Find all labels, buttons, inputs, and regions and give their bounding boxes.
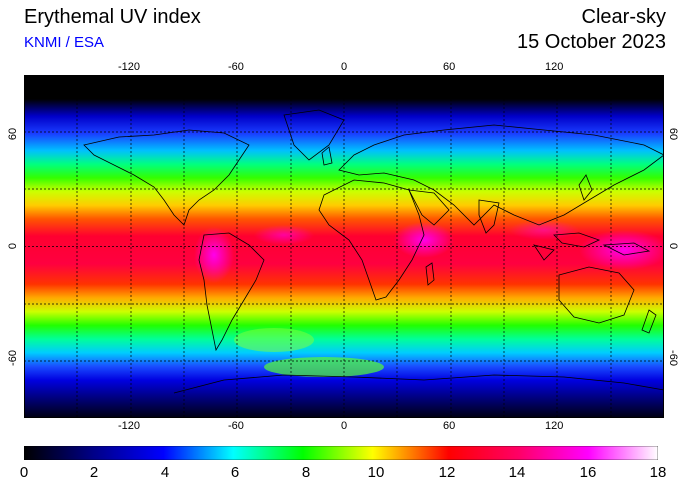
colorbar-label: 16 — [579, 464, 597, 481]
map-title: Erythemal UV index — [24, 6, 201, 28]
colorbar-label: 0 — [19, 464, 29, 481]
lat-tick-right: -60 — [666, 350, 679, 366]
lon-tick-top: -120 — [118, 61, 141, 73]
colorbar-label: 6 — [230, 464, 240, 481]
lon-tick-bottom: -60 — [228, 420, 244, 432]
uv-colorbar — [24, 446, 658, 460]
lat-tick-left: 60 — [7, 127, 20, 141]
colorbar-label: 8 — [301, 464, 311, 481]
lat-tick-left: 0 — [7, 242, 20, 250]
lat-tick-right: 60 — [667, 127, 680, 141]
lon-tick-bottom: 0 — [341, 420, 348, 432]
lon-tick-top: 120 — [545, 61, 564, 73]
lon-tick-bottom: 120 — [545, 420, 564, 432]
lon-tick-top: 60 — [443, 61, 456, 73]
colorbar-label: 14 — [508, 464, 526, 481]
uv-index-map — [24, 75, 664, 418]
lon-tick-top: -60 — [228, 61, 244, 73]
colorbar-label: 10 — [367, 464, 385, 481]
colorbar-label: 12 — [438, 464, 456, 481]
sky-condition: Clear-sky — [581, 6, 666, 28]
lon-tick-top: 0 — [341, 61, 348, 73]
lon-tick-bottom: 60 — [443, 420, 456, 432]
data-source: KNMI / ESA — [24, 34, 105, 51]
colorbar-label: 2 — [89, 464, 99, 481]
map-date: 15 October 2023 — [517, 31, 666, 53]
lat-tick-right: 0 — [667, 242, 680, 250]
lat-tick-left: -60 — [6, 350, 19, 366]
lon-tick-bottom: -120 — [118, 420, 141, 432]
colorbar-label: 4 — [160, 464, 170, 481]
colorbar-label: 18 — [649, 464, 667, 481]
